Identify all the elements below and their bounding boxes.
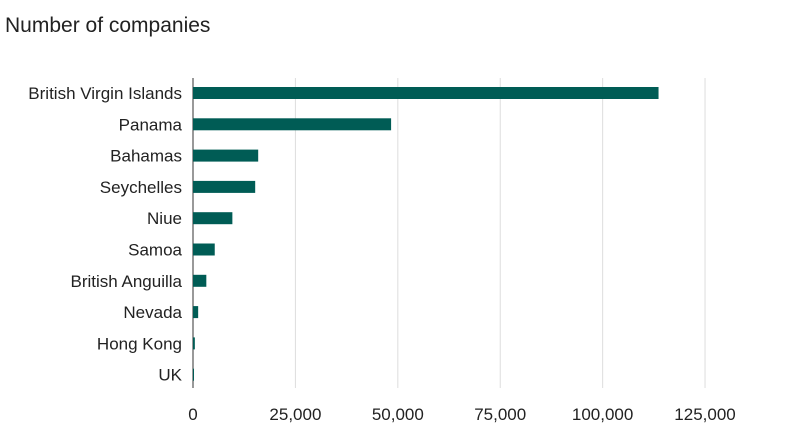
bar-9: [193, 368, 194, 381]
category-label-7: Nevada: [123, 303, 182, 322]
category-label-9: UK: [158, 366, 182, 385]
bar-6: [193, 274, 207, 287]
x-tick-label-5: 125,000: [674, 405, 735, 424]
chart-title: Number of companies: [5, 14, 210, 37]
bar-7: [193, 306, 199, 319]
x-axis-tick-labels: 0 25,000 50,000 75,000 100,000 125,000: [188, 405, 735, 424]
category-label-6: British Anguilla: [70, 272, 182, 291]
bar-2: [193, 149, 259, 162]
x-tick-label-2: 50,000: [372, 405, 424, 424]
x-tick-label-4: 100,000: [572, 405, 633, 424]
category-label-5: Samoa: [128, 241, 182, 260]
category-label-0: British Virgin Islands: [28, 84, 182, 103]
bar-4: [193, 212, 233, 225]
x-tick-label-1: 25,000: [269, 405, 321, 424]
category-label-8: Hong Kong: [97, 334, 182, 353]
bar-5: [193, 243, 215, 256]
x-tick-label-0: 0: [188, 405, 197, 424]
category-label-3: Seychelles: [100, 178, 182, 197]
bar-3: [193, 180, 256, 193]
bar-0: [193, 87, 659, 99]
category-labels: British Virgin Islands Panama Bahamas Seych…: [28, 84, 182, 385]
category-label-1: Panama: [119, 115, 183, 134]
bar-8: [193, 337, 195, 350]
category-label-2: Bahamas: [110, 147, 182, 166]
bars: [193, 87, 659, 381]
bar-1: [193, 118, 392, 131]
category-label-4: Niue: [147, 209, 182, 228]
x-tick-label-3: 75,000: [474, 405, 526, 424]
